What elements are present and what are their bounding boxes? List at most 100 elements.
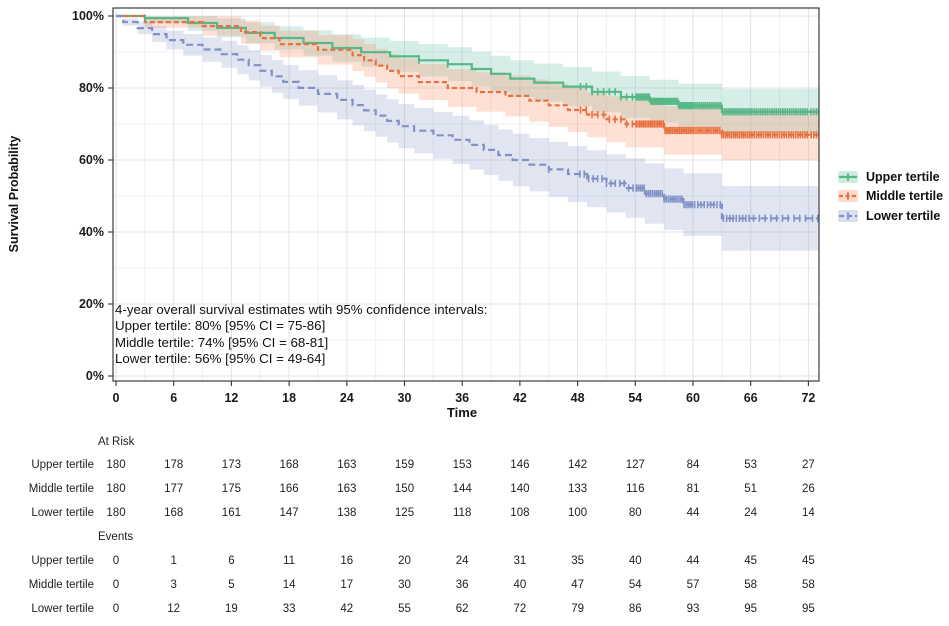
at-risk-value: 138 [337,507,357,519]
events-value: 11 [283,555,296,567]
events-value: 58 [801,579,815,591]
at-risk-value: 177 [164,483,184,495]
at-risk-value: 147 [279,507,299,519]
at-risk-value: 175 [221,483,241,495]
legend-label: Middle tertile [866,189,944,204]
at-risk-value: 108 [510,507,530,519]
at-risk-value: 53 [744,459,758,471]
events-value: 95 [801,603,815,615]
events-value: 31 [513,555,527,567]
at-risk-value: 163 [337,459,357,471]
events-value: 45 [801,555,815,567]
events-value: 72 [513,603,527,615]
at-risk-value: 159 [394,459,415,471]
annotation-box: 4-year overall survival estimates wtih 9… [115,302,487,368]
at-risk-value: 140 [510,483,530,495]
events-row-label: Lower tertile [31,603,94,615]
events-value: 3 [170,579,177,591]
y-axis-title: Survival Probability [7,135,21,253]
at-risk-value: 51 [744,483,758,495]
y-tick-label: 80% [78,80,104,95]
at-risk-value: 180 [106,483,126,495]
events-value: 54 [628,579,642,591]
x-axis-title: Time [446,405,478,420]
at-risk-value: 168 [279,459,299,471]
events-value: 93 [686,603,700,615]
axis-ticks [108,15,809,386]
x-tick-label: 30 [397,391,412,405]
events-value: 14 [282,579,296,591]
events-value: 45 [744,555,758,567]
at-risk-value: 168 [164,507,184,519]
y-tick-label: 60% [78,152,104,167]
at-risk-value: 24 [744,507,758,519]
events-value: 19 [224,603,238,615]
y-tick-label: 0% [85,368,104,383]
annotation-line: Lower tertile: 56% [95% CI = 49-64] [115,351,326,367]
y-tick-label: 20% [78,296,104,311]
survival-plot [108,7,820,386]
x-tick-label: 0 [112,391,120,405]
events-value: 40 [513,579,527,591]
at-risk-value: 27 [801,459,815,471]
events-value: 24 [455,555,469,567]
at-risk-row-label: Middle tertile [28,483,94,495]
events-value: 0 [112,555,120,567]
events-value: 1 [170,555,177,567]
x-tick-label: 42 [512,391,527,405]
x-tick-label: 60 [686,391,700,405]
at-risk-value: 127 [625,459,645,471]
x-tick-label: 24 [339,391,354,405]
censor-marks-upper-tertile [144,14,819,116]
events-value: 62 [455,603,469,615]
at-risk-header: At Risk [98,436,135,448]
events-value: 30 [398,579,411,591]
censor-marks-middle-tertile [579,106,819,139]
legend: Upper tertile Middle tertile Lower tertile [837,167,943,226]
events-value: 5 [228,579,235,591]
events-value: 16 [340,555,354,567]
x-tick-label: 66 [743,391,758,405]
events-value: 79 [571,603,584,615]
at-risk-value: 80 [628,507,642,519]
events-value: 55 [398,603,411,615]
panel-border [112,7,820,382]
x-tick-label: 36 [455,391,470,405]
at-risk-value: 26 [801,483,815,495]
events-value: 6 [228,555,235,567]
at-risk-value: 81 [686,483,700,495]
events-value: 57 [686,579,700,591]
events-value: 44 [686,555,700,567]
events-value: 12 [167,603,181,615]
at-risk-value: 116 [626,483,645,495]
y-tick-label: 100% [72,8,104,23]
at-risk-value: 100 [568,507,588,519]
at-risk-value: 118 [453,507,472,519]
legend-key-icon [838,190,858,203]
at-risk-value: 133 [568,483,588,495]
at-risk-row-label: Lower tertile [31,507,94,519]
events-value: 33 [282,603,296,615]
legend-label: Upper tertile [866,169,940,184]
at-risk-row-label: Upper tertile [31,459,94,471]
events-value: 40 [628,555,642,567]
at-risk-value: 166 [279,483,299,495]
events-value: 86 [628,603,642,615]
annotation-line: Upper tertile: 80% [95% CI = 75-86] [115,318,326,334]
at-risk-value: 125 [394,507,415,519]
events-value: 58 [744,579,758,591]
events-value: 20 [398,555,411,567]
events-value: 95 [744,603,758,615]
legend-key-icon [838,209,858,222]
events-value: 17 [340,579,354,591]
x-tick-label: 48 [570,391,585,405]
legend-key-icon [838,170,858,183]
events-value: 0 [112,579,120,591]
legend-item-upper-tertile: Upper tertile [837,167,943,187]
ci-band-upper-tertile [116,16,819,135]
events-row-label: Middle tertile [28,579,94,591]
at-risk-value: 142 [568,459,588,471]
legend-item-middle-tertile: Middle tertile [837,187,943,207]
x-tick-label: 6 [170,391,178,405]
